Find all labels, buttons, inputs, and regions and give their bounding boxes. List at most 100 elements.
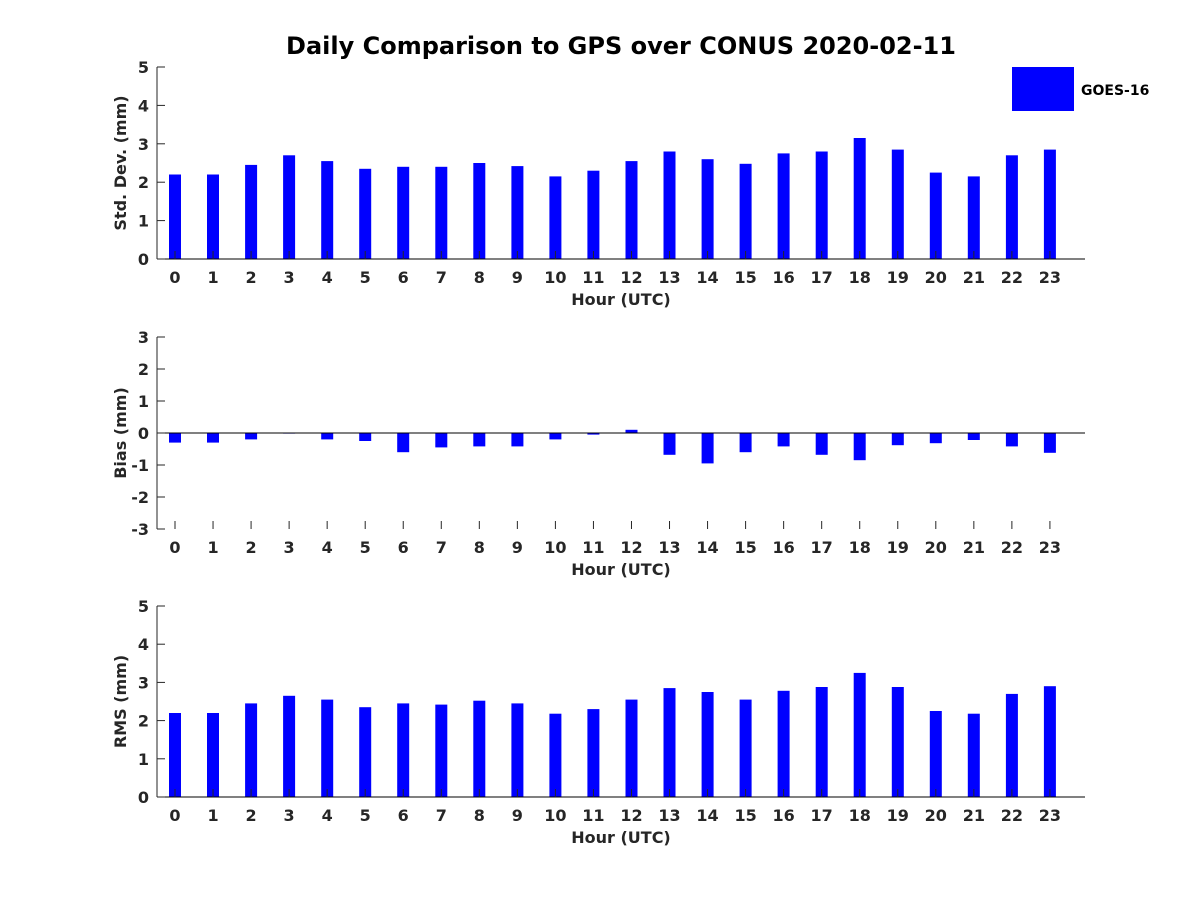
bar-hour-0 [169,713,181,797]
x-tick-label: 22 [1001,268,1023,287]
bar-hour-11 [587,709,600,797]
bar-hour-7 [435,433,448,448]
x-tick-label: 13 [658,538,680,557]
y-tick-label: 1 [138,750,149,769]
x-tick-label: 16 [773,538,795,557]
x-tick-label: 6 [398,538,409,557]
y-tick-label: 2 [138,712,149,731]
x-tick-label: 2 [246,268,257,287]
x-tick-label: 9 [512,538,523,557]
bar-hour-6 [397,703,410,797]
bar-hour-11 [587,170,600,259]
bar-hour-0 [169,433,181,443]
bar-hour-14 [701,692,714,797]
y-tick-label: 2 [138,360,149,379]
bar-hour-22 [1005,433,1018,447]
x-tick-label: 10 [544,268,566,287]
bar-hour-16 [777,690,790,797]
x-tick-label: 4 [322,806,333,825]
bar-hour-17 [815,687,828,797]
y-tick-label: 4 [138,96,149,115]
bar-hour-16 [777,153,790,259]
x-tick-label: 18 [849,538,871,557]
x-tick-label: 6 [398,806,409,825]
bar-hour-15 [739,433,752,453]
x-tick-label: 14 [696,268,718,287]
x-tick-label: 4 [322,538,333,557]
y-tick-label: 1 [138,212,149,231]
bar-hour-23 [1043,686,1056,797]
bar-hour-21 [967,176,980,259]
x-tick-label: 11 [582,538,604,557]
bar-hour-23 [1043,433,1056,453]
bar-hour-0 [169,174,181,259]
bar-hour-14 [701,159,714,259]
x-tick-label: 20 [925,806,947,825]
bar-hour-12 [625,699,638,797]
bar-hour-20 [929,433,942,444]
x-tick-label: 2 [246,806,257,825]
bar-hour-20 [929,172,942,259]
x-tick-label: 0 [169,268,180,287]
bar-hour-1 [207,433,219,443]
x-tick-label: 23 [1039,538,1061,557]
x-tick-label: 0 [169,806,180,825]
bar-hour-4 [321,161,334,259]
x-tick-label: 23 [1039,268,1061,287]
x-tick-label: 2 [246,538,257,557]
x-tick-label: 10 [544,806,566,825]
x-axis-label: Hour (UTC) [571,828,671,847]
chart-title: Daily Comparison to GPS over CONUS 2020-… [286,32,956,60]
y-axis-label: RMS (mm) [111,655,130,748]
bar-hour-21 [967,713,980,797]
x-tick-label: 22 [1001,806,1023,825]
bar-hour-14 [701,433,714,464]
x-tick-label: 14 [696,806,718,825]
bar-hour-11 [587,433,600,435]
legend-label: GOES-16 [1081,83,1149,99]
x-tick-label: 10 [544,538,566,557]
y-tick-label: -3 [131,520,149,539]
x-tick-label: 5 [360,268,371,287]
bar-hour-12 [625,429,638,433]
bar-hour-19 [891,433,904,446]
x-tick-label: 5 [360,538,371,557]
bar-hour-22 [1005,155,1018,259]
bar-hour-7 [435,166,448,259]
bar-hour-10 [549,176,562,259]
x-tick-label: 20 [925,538,947,557]
bar-hour-17 [815,151,828,259]
x-tick-label: 18 [849,806,871,825]
y-tick-label: 1 [138,392,149,411]
x-tick-label: 8 [474,806,485,825]
bar-hour-3 [283,695,296,797]
y-tick-label: -1 [131,456,149,475]
bar-hour-16 [777,433,790,447]
x-tick-label: 19 [887,268,909,287]
bar-hour-17 [815,433,828,455]
x-tick-label: 1 [207,268,218,287]
bar-hour-18 [853,433,866,461]
x-tick-label: 9 [512,806,523,825]
x-tick-label: 20 [925,268,947,287]
bar-hour-2 [245,703,258,797]
bar-hour-10 [549,433,562,440]
bar-hour-13 [663,151,676,259]
bar-hour-13 [663,688,676,797]
bar-hour-18 [853,138,866,259]
y-tick-label: 5 [138,597,149,616]
y-tick-label: 3 [138,673,149,692]
x-tick-label: 12 [620,268,642,287]
x-tick-label: 15 [734,268,756,287]
x-tick-label: 11 [582,806,604,825]
bar-hour-9 [511,166,524,259]
x-tick-label: 18 [849,268,871,287]
x-tick-label: 7 [436,538,447,557]
bar-hour-20 [929,711,942,797]
x-tick-label: 4 [322,268,333,287]
x-tick-label: 22 [1001,538,1023,557]
x-tick-label: 12 [620,806,642,825]
x-tick-label: 17 [811,538,833,557]
y-tick-label: 3 [138,135,149,154]
